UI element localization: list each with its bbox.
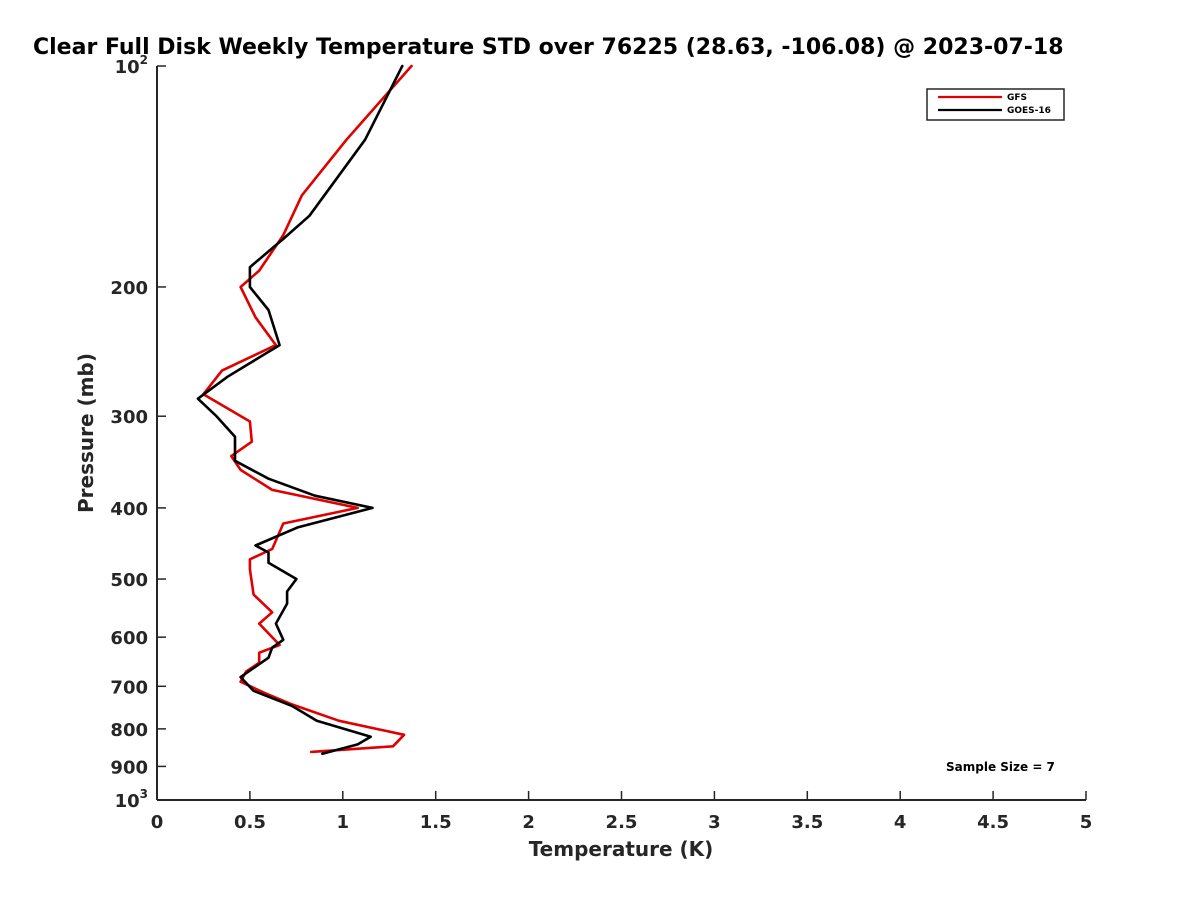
x-tick-label: 3.5 xyxy=(791,812,823,833)
series-layer xyxy=(196,64,413,756)
plot-area: 0 0.5 1 1.5 2 2.5 3 3.5 4 4.5 5 102 200 300 400 500 600… xyxy=(110,53,1092,833)
sample-size-note: Sample Size = 7 xyxy=(946,760,1055,774)
y-tick-label: 900 xyxy=(110,757,148,778)
x-tick-label: 0 xyxy=(151,812,164,833)
x-tick-label: 0.5 xyxy=(234,812,266,833)
x-tick-label: 1 xyxy=(337,812,350,833)
x-axis-label: Temperature (K) xyxy=(529,837,714,861)
y-tick-label: 200 xyxy=(110,278,148,299)
x-tick-label: 4.5 xyxy=(977,812,1009,833)
x-tick-label: 5 xyxy=(1080,812,1093,833)
x-tick-label: 2.5 xyxy=(606,812,638,833)
x-ticks: 0 0.5 1 1.5 2 2.5 3 3.5 4 4.5 5 xyxy=(151,791,1093,833)
y-tick-label: 103 xyxy=(115,787,148,812)
y-ticks: 102 200 300 400 500 600 700 800 900 103 xyxy=(110,53,166,812)
series-line-gfs xyxy=(202,64,413,754)
y-tick-label: 600 xyxy=(110,628,148,649)
x-tick-label: 4 xyxy=(894,812,907,833)
y-tick-label: 400 xyxy=(110,499,148,520)
series-line-goes16 xyxy=(196,64,404,756)
y-tick-label: 102 xyxy=(115,53,148,78)
legend-box xyxy=(926,88,1065,121)
y-tick-label: 300 xyxy=(110,407,148,428)
y-axis-label: Pressure (mb) xyxy=(74,353,98,513)
legend-label-gfs: GFS xyxy=(1007,93,1027,103)
legend: GFS GOES-16 xyxy=(926,88,1065,121)
y-tick-label: 700 xyxy=(110,677,148,698)
chart-title: Clear Full Disk Weekly Temperature STD o… xyxy=(33,35,1064,60)
y-tick-label: 500 xyxy=(110,570,148,591)
x-tick-label: 3 xyxy=(708,812,721,833)
y-tick-label: 800 xyxy=(110,720,148,741)
x-tick-label: 2 xyxy=(522,812,535,833)
legend-label-goes16: GOES-16 xyxy=(1007,106,1051,116)
x-tick-label: 1.5 xyxy=(420,812,452,833)
